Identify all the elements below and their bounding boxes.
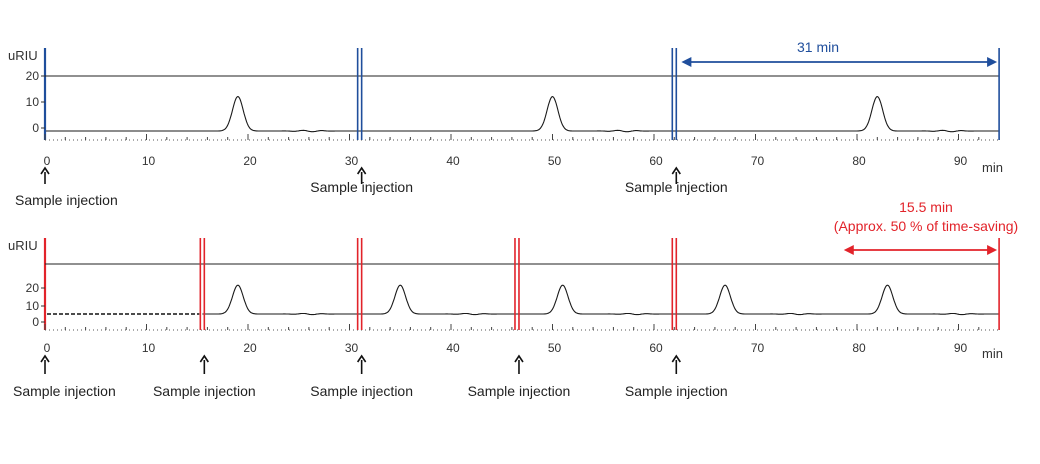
y-tick-label-1-2: 0 <box>32 315 39 329</box>
x-tick-label-0-9: 90 <box>954 154 968 168</box>
y-tick-label-0-2: 0 <box>32 121 39 135</box>
bottom-y-axis-label: uRIU <box>8 238 38 253</box>
injection-label-0-2: Sample injection <box>625 179 728 195</box>
x-tick-label-1-9: 90 <box>954 341 968 355</box>
y-tick-label-0-1: 10 <box>26 95 40 109</box>
bottom-x-axis-label: min <box>982 346 1003 361</box>
injection-arrow-head-1-4 <box>671 354 681 363</box>
bottom-interval-annotation: 15.5 min <box>899 199 953 215</box>
injection-arrow-head-0-0 <box>40 166 50 175</box>
injection-label-1-4: Sample injection <box>625 383 728 399</box>
x-tick-label-1-0: 0 <box>44 341 51 355</box>
injection-arrow-head-1-0 <box>40 354 50 363</box>
x-tick-label-0-8: 80 <box>852 154 866 168</box>
x-tick-label-0-7: 70 <box>751 154 765 168</box>
x-tick-label-0-1: 10 <box>142 154 156 168</box>
annotation-arrow-right-1 <box>987 245 998 255</box>
top-interval-annotation: 31 min <box>797 39 839 55</box>
x-tick-label-1-8: 80 <box>852 341 866 355</box>
chromatogram-trace-0 <box>46 96 999 133</box>
bottom-interval-subtext: (Approx. 50 % of time-saving) <box>834 218 1018 234</box>
injection-label-1-0: Sample injection <box>13 383 116 399</box>
x-tick-label-1-7: 70 <box>751 341 765 355</box>
bottom-chromatogram-panel: uRIU min 15.5 min (Approx. 50 % of time-… <box>8 199 1018 399</box>
x-tick-label-0-4: 40 <box>446 154 460 168</box>
injection-arrow-head-0-2 <box>671 166 681 175</box>
injection-arrow-head-0-1 <box>356 166 367 175</box>
top-y-axis-label: uRIU <box>8 48 38 63</box>
x-tick-label-0-3: 30 <box>345 154 359 168</box>
injection-arrow-head-1-1 <box>199 354 209 363</box>
x-tick-label-0-5: 50 <box>548 154 562 168</box>
injection-label-1-2: Sample injection <box>310 383 413 399</box>
x-tick-label-0-0: 0 <box>44 154 51 168</box>
top-x-axis-label: min <box>982 160 1003 175</box>
annotation-arrow-right-0 <box>987 57 998 67</box>
x-tick-label-1-2: 20 <box>243 341 257 355</box>
annotation-arrow-left-0 <box>681 57 692 67</box>
injection-label-1-3: Sample injection <box>468 383 571 399</box>
x-tick-label-1-3: 30 <box>345 341 359 355</box>
x-tick-label-0-6: 60 <box>649 154 663 168</box>
y-tick-label-1-0: 20 <box>26 281 40 295</box>
injection-label-0-1: Sample injection <box>310 179 413 195</box>
y-tick-label-0-0: 20 <box>26 69 40 83</box>
injection-label-0-0: Sample injection <box>15 192 118 208</box>
x-tick-label-1-5: 50 <box>548 341 562 355</box>
x-tick-label-1-6: 60 <box>649 341 663 355</box>
annotation-arrow-left-1 <box>843 245 854 255</box>
injection-arrow-head-1-2 <box>356 354 367 363</box>
y-tick-label-1-1: 10 <box>26 299 40 313</box>
injection-arrow-head-1-3 <box>514 354 524 363</box>
chromatogram-trace-1 <box>202 284 999 316</box>
x-tick-label-1-1: 10 <box>142 341 156 355</box>
x-tick-label-0-2: 20 <box>243 154 257 168</box>
top-chromatogram-panel: uRIU min 31 min 20 10 0 0 10 20 30 40 50 60 70 80 90… <box>8 39 1003 208</box>
injection-label-1-1: Sample injection <box>153 383 256 399</box>
x-tick-label-1-4: 40 <box>446 341 460 355</box>
